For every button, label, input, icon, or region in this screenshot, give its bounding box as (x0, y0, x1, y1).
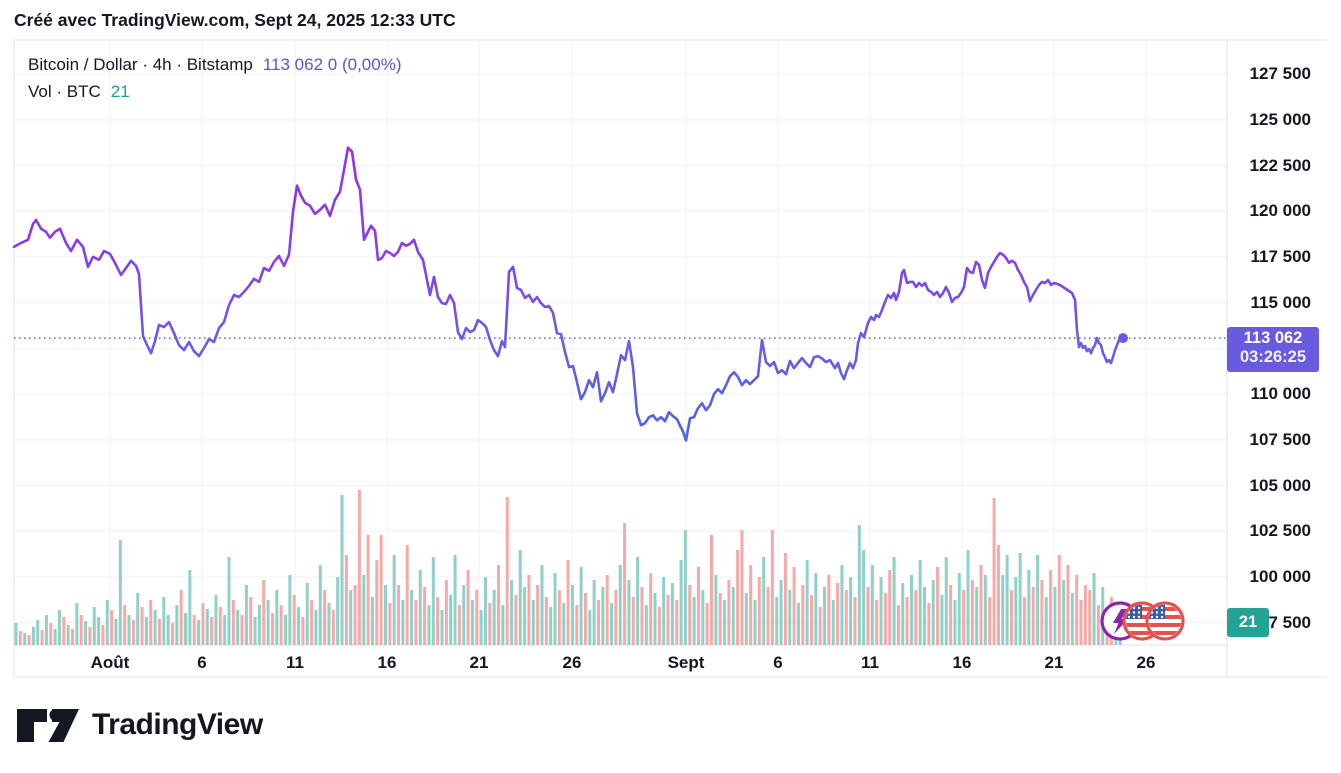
price-tick-label: 110 000 (1250, 384, 1311, 404)
price-tick-label: 127 500 (1249, 64, 1311, 84)
price-tick-label: 107 500 (1249, 429, 1311, 449)
legend-symbol-row[interactable]: Bitcoin / Dollar · 4h · Bitstamp 113 062 … (28, 51, 401, 78)
brand-name: TradingView (92, 708, 263, 741)
time-tick-label: 6 (773, 653, 783, 672)
time-tick-label: 11 (861, 653, 879, 672)
time-tick-label: 26 (562, 653, 582, 672)
price-tick-label: 120 000 (1249, 201, 1311, 221)
tradingview-logo: TradingView (16, 704, 263, 746)
volume-badge: 21 (1227, 608, 1269, 637)
time-tick-label: 21 (469, 653, 489, 672)
time-tick-label: Sept (667, 653, 705, 672)
price-tick-label: 115 000 (1250, 292, 1311, 312)
last-price-badge: 113 062 03:26:25 (1227, 327, 1319, 373)
time-tick-label: Août (90, 653, 130, 672)
volume-value: 21 (110, 82, 130, 101)
chart-legend: Bitcoin / Dollar · 4h · Bitstamp 113 062 … (28, 51, 401, 105)
bar-countdown: 03:26:25 (1239, 348, 1307, 367)
us-flag-icon (1145, 601, 1185, 641)
time-tick-label: 21 (1044, 653, 1064, 672)
time-tick-label: 6 (197, 653, 207, 672)
legend-volume-row[interactable]: Vol · BTC 21 (28, 78, 401, 105)
symbol-title: Bitcoin / Dollar · 4h · Bitstamp (28, 55, 253, 74)
symbol-logos (1100, 601, 1185, 641)
price-tick-label: 102 500 (1249, 521, 1311, 541)
last-price-summary: 113 062 0 (0,00%) (262, 55, 402, 74)
price-tick-label: 100 000 (1249, 566, 1311, 586)
price-tick-label: 117 500 (1250, 246, 1311, 266)
price-tick-label: 125 000 (1249, 109, 1311, 129)
last-price-value: 113 062 (1243, 329, 1303, 348)
tradingview-mark-icon (17, 709, 79, 742)
page-title: Créé avec TradingView.com, Sept 24, 2025… (14, 10, 456, 30)
time-tick-label: 11 (286, 653, 304, 672)
time-tick-label: 26 (1136, 653, 1156, 672)
time-tick-label: 16 (377, 653, 397, 672)
volume-study-label: Vol · BTC (28, 82, 101, 101)
time-tick-label: 16 (952, 653, 972, 672)
price-tick-label: 122 500 (1249, 155, 1311, 175)
price-tick-label: 97 500 (1259, 612, 1311, 632)
price-tick-label: 105 000 (1249, 475, 1311, 495)
